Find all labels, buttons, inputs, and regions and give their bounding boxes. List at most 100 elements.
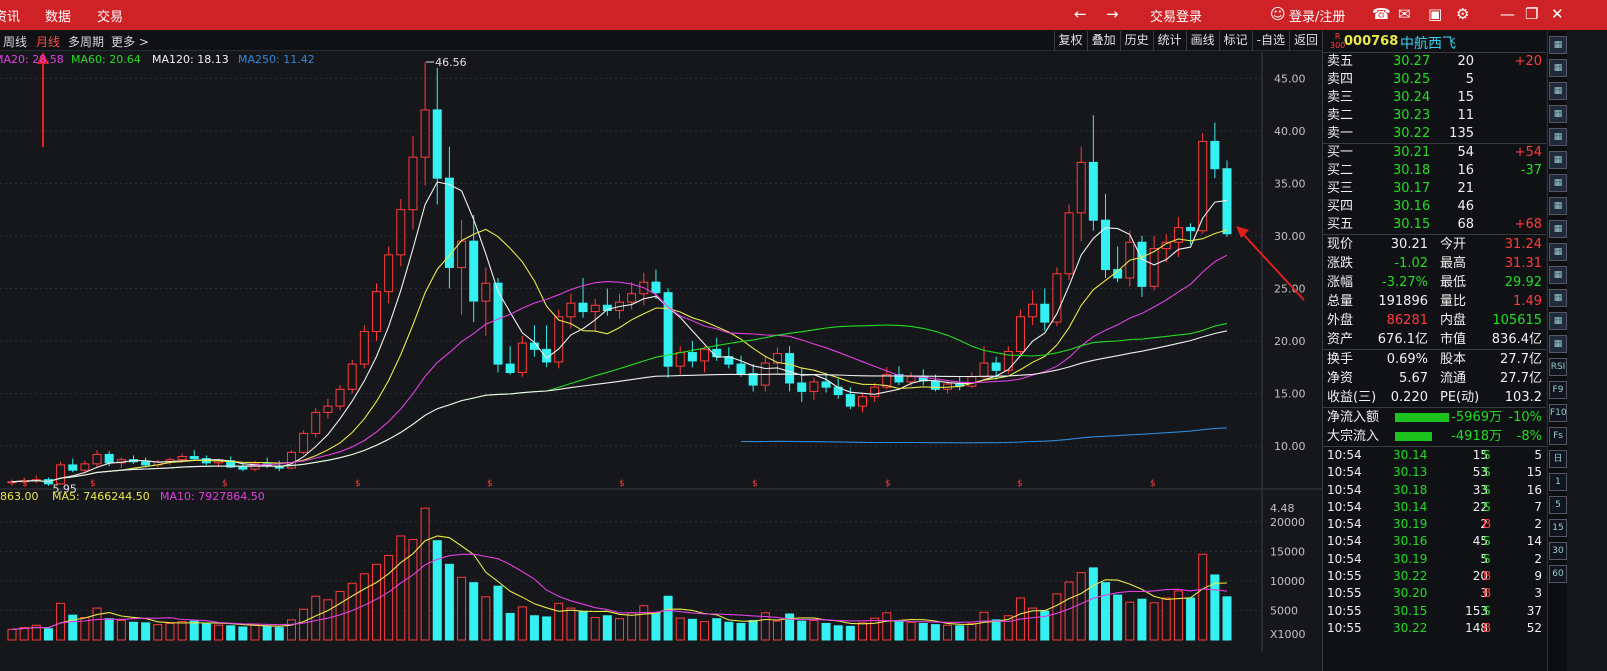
tab-news[interactable]: 资讯 [0,10,21,25]
capital-flows: 净流入额 -5969万 -10% 大宗流入 -4918万 -8% [1323,408,1546,446]
tick-count: 37 [1526,603,1542,618]
bids-row[interactable]: 买二 30.18 16 -37 [1323,162,1546,180]
candle [335,385,345,411]
asks-row[interactable]: 卖四 30.25 5 [1323,71,1546,89]
tool-adjust[interactable]: 复权 [1053,31,1087,51]
down-arrow-icon[interactable]: ▦ [1549,82,1567,100]
volume-bar [68,614,78,641]
up-arrow-icon[interactable]: ▦ [1549,59,1567,77]
headset-icon[interactable]: ☎ [1372,5,1391,23]
event-marker[interactable]: $ [222,479,228,489]
event-marker[interactable]: $ [487,479,493,489]
event-marker[interactable]: $ [619,479,625,489]
tick-list[interactable]: 10:54 30.14 15 S 5 10:54 30.13 53 S 15 10:54 30.18 3… [1323,447,1546,637]
event-marker[interactable]: $ [90,479,96,489]
tick-row: 10:55 30.20 3 B 3 [1323,585,1546,602]
rightbar-item[interactable]: 日 [1549,450,1567,468]
more-menu[interactable]: 更多 > [111,35,149,49]
bids-row[interactable]: 买四 30.16 46 [1323,198,1546,216]
asks-level-label: 卖三 [1327,90,1354,105]
doc-icon[interactable]: ▦ [1549,220,1567,238]
tool-history[interactable]: 历史 [1119,31,1153,51]
board-icon[interactable]: ▦ [1549,266,1567,284]
volume-bar [785,613,795,641]
mail-icon[interactable]: ✉ [1398,5,1411,23]
forward-arrow-icon[interactable]: → [1106,5,1119,23]
fund-icon[interactable]: ▦ [1549,243,1567,261]
back-arrow-icon[interactable]: ← [1074,5,1087,23]
rightbar-item[interactable]: F9 [1549,381,1567,399]
table-icon[interactable]: ▦ [1549,128,1567,146]
candle [1052,267,1062,327]
tool-stats[interactable]: 统计 [1152,31,1186,51]
candle [906,372,916,387]
rightbar-item[interactable]: F10 [1549,404,1567,422]
candle [238,463,248,472]
rightbar-item[interactable]: 15 [1549,519,1567,537]
candle [359,325,369,369]
rightbar-item[interactable]: 60 [1549,565,1567,583]
asks-price: 30.22 [1393,126,1431,141]
circle-icon[interactable]: ▦ [1549,312,1567,330]
volume-bar [1173,590,1183,641]
rightbar-item[interactable]: RSI [1549,358,1567,376]
rightbar-item[interactable]: 30 [1549,542,1567,560]
asks-row[interactable]: 卖三 30.24 15 [1323,89,1546,107]
grid-icon[interactable]: ▦ [1549,36,1567,54]
tool-mark[interactable]: 标记 [1218,31,1252,51]
bids-qty: 21 [1457,181,1474,196]
report-icon[interactable]: ▦ [1549,289,1567,307]
volume-bar [991,619,1001,641]
skin-icon[interactable]: ▣ [1428,5,1443,23]
volume-bar [1137,598,1147,641]
candle [31,475,41,483]
event-marker[interactable]: $ [1150,479,1156,489]
tool-overlay[interactable]: 叠加 [1086,31,1120,51]
flow-bar [1395,432,1432,441]
rightbar-item[interactable]: 1 [1549,473,1567,491]
bids-row[interactable]: 买三 30.17 21 [1323,180,1546,198]
period-monthly[interactable]: 月线 [36,35,61,49]
volume-bar [1161,597,1171,641]
trend-icon[interactable]: ▦ [1549,335,1567,353]
close-icon[interactable]: ✕ [1551,5,1564,23]
event-marker[interactable]: $ [22,479,28,489]
event-marker[interactable]: $ [752,479,758,489]
bids-level-label: 买五 [1327,217,1354,232]
flow-pct: -8% [1516,429,1542,444]
multi-period[interactable]: 多周期 [68,35,105,49]
bars-icon[interactable]: ▦ [1549,174,1567,192]
event-marker[interactable]: $ [355,479,361,489]
event-marker[interactable]: $ [1017,479,1023,489]
asks-row[interactable]: 卖五 30.27 20 +20 [1323,53,1546,71]
tab-trade[interactable]: 交易 [97,10,124,25]
bids-row[interactable]: 买五 30.15 68 +68 [1323,216,1546,234]
asks-row[interactable]: 卖二 30.23 11 [1323,107,1546,125]
list-icon[interactable]: ▦ [1549,197,1567,215]
gear-icon[interactable]: ⚙ [1456,5,1470,23]
bids-row[interactable]: 买一 30.21 54 +54 [1323,144,1546,162]
asks-row[interactable]: 卖一 30.22 135 [1323,125,1546,143]
stock-name[interactable]: 中航西飞 [1400,36,1456,52]
tab-data[interactable]: 数据 [45,10,72,25]
line-chart-icon[interactable]: ▦ [1549,151,1567,169]
period-weekly[interactable]: 周线 [3,35,28,49]
event-marker[interactable]: $ [885,479,891,489]
flow-label: 大宗流入 [1327,429,1380,444]
asks-qty: 5 [1465,72,1474,87]
tool-draw[interactable]: 画线 [1185,31,1219,51]
candle [821,372,831,393]
restore-icon[interactable]: ❐ [1525,5,1539,23]
tool-remove-watch[interactable]: -自选 [1251,31,1289,51]
rightbar-item[interactable]: Fs [1549,427,1567,445]
rightbar-item[interactable]: 5 [1549,496,1567,514]
panel-icon[interactable]: ▦ [1549,105,1567,123]
kline-chart[interactable]: 45.0040.0035.0030.0025.0020.0015.0010.00… [0,52,1322,652]
user-icon[interactable]: ☺ [1270,5,1286,23]
tool-back[interactable]: 返回 [1288,31,1322,51]
login-register-button[interactable]: 登录/注册 [1289,10,1346,25]
trade-login-button[interactable]: 交易登录 [1150,10,1203,25]
candle [1210,122,1220,179]
volume-bar [129,621,138,641]
minimize-icon[interactable]: — [1500,5,1515,23]
